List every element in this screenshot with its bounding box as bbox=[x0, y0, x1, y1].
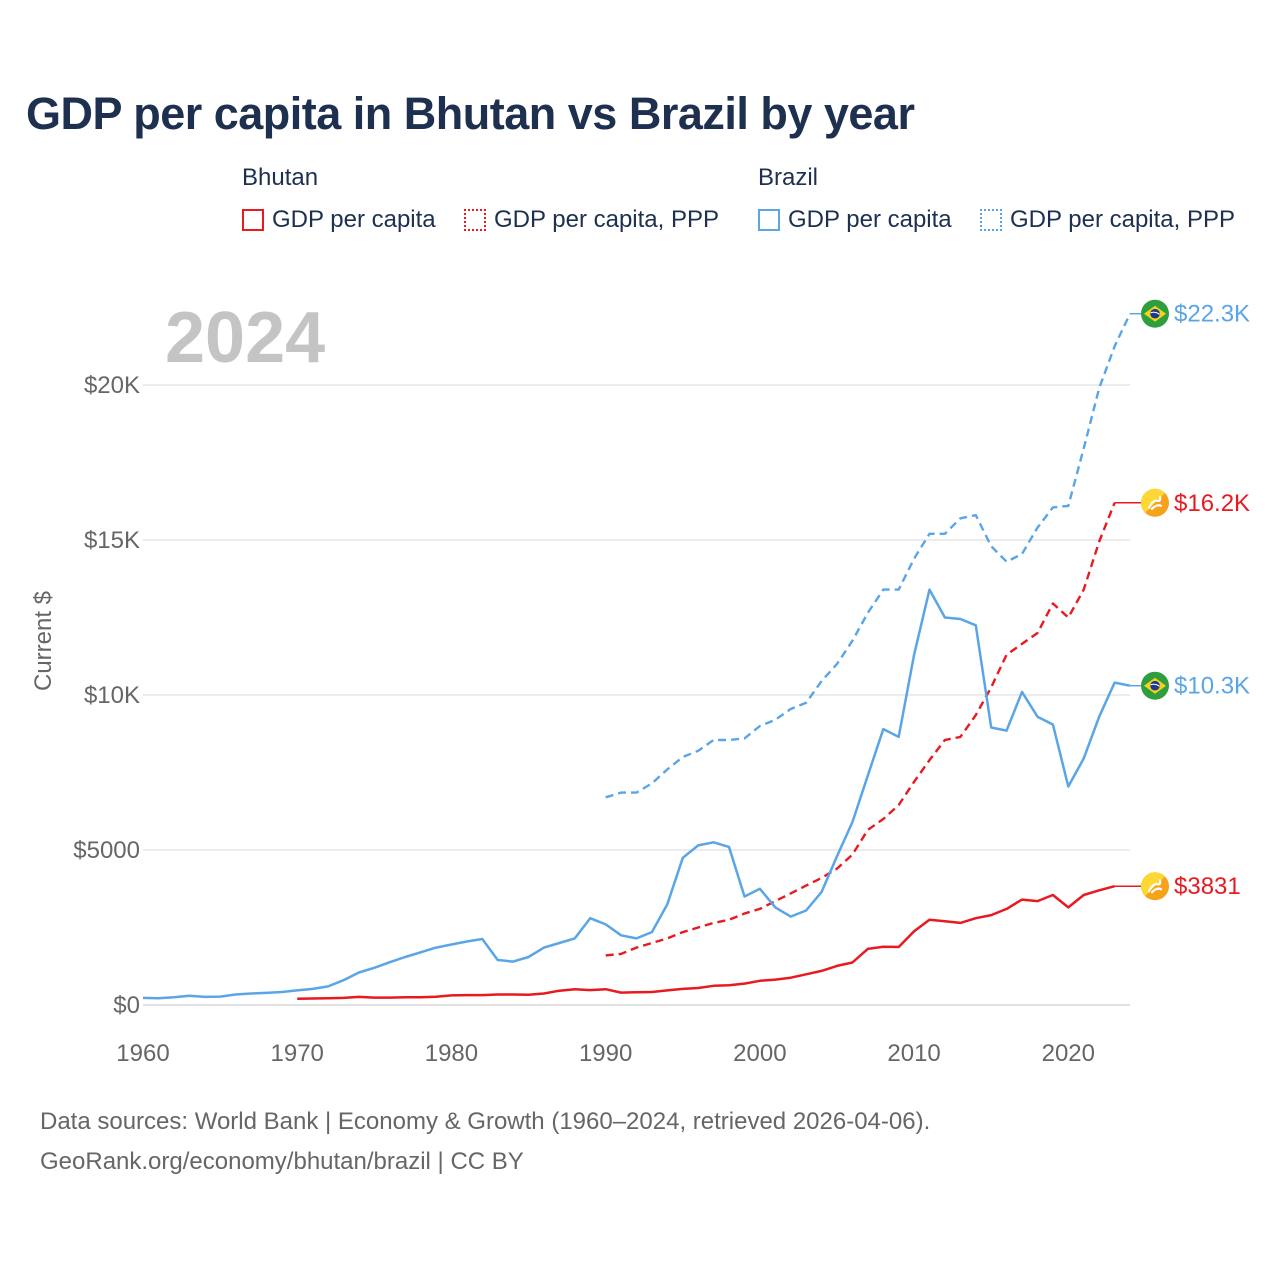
x-tick-label: 1980 bbox=[425, 1040, 478, 1067]
bhutan-flag-icon bbox=[1141, 872, 1169, 901]
legend-swatch-dotted bbox=[464, 209, 486, 231]
x-tick-label: 1990 bbox=[579, 1040, 632, 1067]
y-tick-label: $0 bbox=[113, 992, 140, 1019]
legend-item-brazil-gdp-ppp[interactable]: GDP per capita, PPP bbox=[980, 206, 1235, 234]
end-label-layer: $22.3K $16.2K $10.3K $3831 bbox=[1114, 299, 1250, 901]
x-tick-label: 2000 bbox=[733, 1040, 786, 1067]
flag-band bbox=[1150, 311, 1160, 315]
legend-group-brazil: Brazil bbox=[758, 164, 819, 191]
legend-label: GDP per capita, PPP bbox=[1010, 206, 1235, 233]
legend-group-bhutan: Bhutan bbox=[242, 164, 319, 191]
y-tick-label: $20K bbox=[84, 372, 140, 399]
chart-title: GDP per capita in Bhutan vs Brazil by ye… bbox=[26, 88, 915, 139]
end-value-label: $3831 bbox=[1174, 873, 1241, 900]
y-tick-label: $10K bbox=[84, 682, 140, 709]
y-axis-label: Current $ bbox=[30, 591, 57, 691]
x-tick-label: 1970 bbox=[271, 1040, 324, 1067]
source-url: GeoRank.org/economy/bhutan/brazil | CC B… bbox=[40, 1148, 524, 1175]
grid-layer bbox=[143, 384, 1130, 1006]
flag-globe bbox=[1150, 680, 1160, 691]
x-tick-label: 1960 bbox=[116, 1040, 169, 1067]
x-tick-label: 2020 bbox=[1042, 1040, 1095, 1067]
end-value-label: $16.2K bbox=[1174, 490, 1250, 517]
legend-item-bhutan-gdp-ppp[interactable]: GDP per capita, PPP bbox=[464, 206, 719, 234]
legend-label: GDP per capita, PPP bbox=[494, 206, 719, 233]
flag-dragon bbox=[1147, 879, 1163, 894]
x-tick-label: 2010 bbox=[887, 1040, 940, 1067]
legend-label: GDP per capita bbox=[788, 206, 952, 233]
y-tick-label: $15K bbox=[84, 527, 140, 554]
legend-item-brazil-gdp[interactable]: GDP per capita bbox=[758, 206, 952, 234]
legend-swatch-solid bbox=[758, 209, 780, 231]
brazil-flag-icon bbox=[1141, 671, 1169, 700]
bhutan-flag-icon bbox=[1141, 488, 1169, 517]
series-line-brazil-gdp-per-capita bbox=[142, 588, 1131, 1000]
series-layer bbox=[142, 313, 1132, 1001]
y-tick-label: $5000 bbox=[73, 837, 140, 864]
legend-item-bhutan-gdp[interactable]: GDP per capita bbox=[242, 206, 436, 234]
end-value-label: $22.3K bbox=[1174, 301, 1250, 328]
tick-layer: $0 $5000 $10K $15K $20K 1960 1970 1980 1990 2000 2… bbox=[73, 372, 1095, 1067]
series-line-bhutan-gdp-per-capita-ppp bbox=[605, 502, 1116, 957]
watermark-year: 2024 bbox=[165, 298, 325, 378]
flag-dragon bbox=[1147, 495, 1163, 510]
legend-swatch-solid bbox=[242, 209, 264, 231]
brazil-flag-icon bbox=[1141, 299, 1169, 328]
source-text: Data sources: World Bank | Economy & Gro… bbox=[40, 1108, 931, 1135]
flag-globe bbox=[1150, 308, 1160, 319]
legend-label: GDP per capita bbox=[272, 206, 436, 233]
flag-band bbox=[1150, 683, 1160, 687]
end-value-label: $10.3K bbox=[1174, 673, 1250, 700]
series-line-bhutan-gdp-per-capita bbox=[297, 884, 1115, 1001]
legend-swatch-dotted bbox=[980, 209, 1002, 231]
